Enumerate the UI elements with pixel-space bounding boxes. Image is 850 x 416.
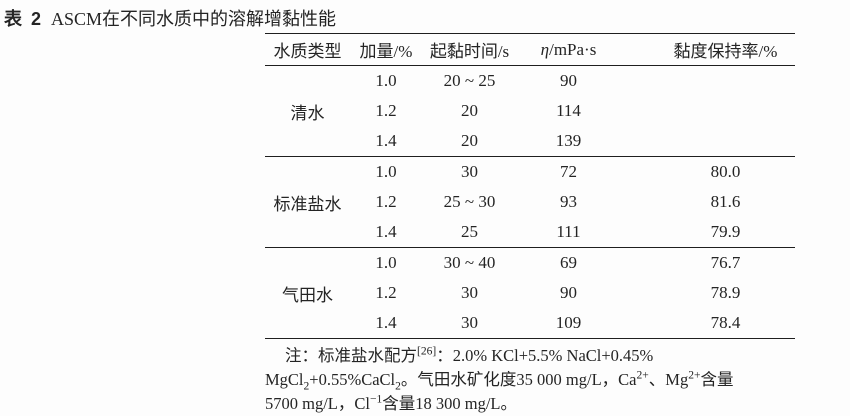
onset-time-s-cell: 20 (461, 131, 478, 150)
retention-pct-cell: 80.0 (710, 162, 741, 181)
table-footnote: 注：标准盐水配方[26]：2.0% KCl+5.5% NaCl+0.45% MgC… (265, 344, 795, 416)
table-group: 清水 1.0 20 ~ 25 90 1.2 20 114 1.4 20 139 (265, 66, 795, 157)
retention-pct-cell: 81.6 (710, 192, 741, 211)
onset-time-s-cell: 30 ~ 40 (443, 253, 496, 272)
onset-time-s-cell: 30 (461, 283, 478, 302)
table-header: 水质类型 加量/% 起黏时间/s η/mPa·s 黏度保持率/% (265, 34, 795, 66)
table-row: 气田水 1.0 30 ~ 40 69 76.7 (265, 248, 795, 305)
viscosity-mpas-cell: 72 (560, 162, 577, 181)
dosage-cell: 1.0 (375, 162, 397, 181)
table-row: 标准盐水 1.0 30 72 80.0 (265, 157, 795, 214)
onset-time-s-cell: 30 (461, 313, 478, 332)
table-row: 1.4 20 139 (265, 126, 795, 157)
footnote-line: 5700 mg/L，Cl−1含量18 300 mg/L。 (265, 393, 518, 413)
retention-pct-cell: 78.4 (710, 313, 741, 332)
retention-pct-cell: 79.9 (710, 222, 741, 241)
table-row: 1.4 25 111 79.9 (265, 217, 795, 248)
table-caption: 表 2 ASCM在不同水质中的溶解增黏性能 (4, 5, 336, 31)
viscosity-mpas-cell: 90 (560, 283, 577, 302)
footnote-line: MgCl2+0.55%CaCl2。气田水矿化度35 000 mg/L，Ca2+、… (265, 369, 734, 393)
table-row: 1.2 30 90 78.9 (265, 278, 795, 308)
table-caption-title: ASCM在不同水质中的溶解增黏性能 (51, 9, 337, 29)
onset-time-s-cell: 20 (461, 101, 478, 120)
onset-time-s-cell: 25 ~ 30 (443, 192, 496, 211)
viscosity-mpas-cell: 111 (556, 222, 581, 241)
column-header: 起黏时间/s (429, 42, 510, 61)
water-type-cell: 气田水 (282, 285, 333, 305)
viscosity-mpas-cell: 69 (560, 253, 577, 272)
dosage-cell: 1.0 (375, 71, 397, 90)
retention-pct-cell: 78.9 (710, 283, 741, 302)
results-table: 水质类型 加量/% 起黏时间/s η/mPa·s 黏度保持率/% 清水 1.0 20 ~ 2… (265, 33, 795, 339)
retention-pct-cell: 76.7 (710, 253, 741, 272)
column-header: 水质类型 (273, 42, 342, 61)
column-header: 加量/% (359, 42, 413, 61)
dosage-cell: 1.0 (375, 253, 397, 272)
table-group: 气田水 1.0 30 ~ 40 69 76.7 1.2 30 90 78.9 1.4 30 109 78… (265, 247, 795, 339)
table-row: 1.2 25 ~ 30 93 81.6 (265, 187, 795, 217)
viscosity-mpas-cell: 90 (560, 71, 577, 90)
table-row: 1.4 30 109 78.4 (265, 308, 795, 339)
viscosity-mpas-cell: 93 (560, 192, 577, 211)
dosage-cell: 1.2 (375, 101, 397, 120)
table-group: 标准盐水 1.0 30 72 80.0 1.2 25 ~ 30 93 81.6 1.4 25 111 7… (265, 156, 795, 248)
onset-time-s-cell: 20 ~ 25 (443, 71, 496, 90)
table-row: 1.2 20 114 (265, 96, 795, 126)
viscosity-mpas-cell: 109 (555, 313, 582, 332)
onset-time-s-cell: 25 (461, 222, 478, 241)
water-type-cell: 清水 (290, 103, 325, 123)
retention-pct-cell (620, 96, 795, 126)
dosage-cell: 1.2 (375, 192, 397, 211)
dosage-cell: 1.2 (375, 283, 397, 302)
viscosity-mpas-cell: 114 (556, 101, 581, 120)
retention-pct-cell (620, 126, 795, 157)
column-header: 黏度保持率/% (673, 42, 778, 61)
dosage-cell: 1.4 (375, 131, 397, 150)
water-type-cell: 标准盐水 (273, 194, 342, 214)
table-caption-number: 表 2 (4, 9, 44, 29)
table-row: 清水 1.0 20 ~ 25 90 (265, 66, 795, 123)
table-header-row: 水质类型 加量/% 起黏时间/s η/mPa·s 黏度保持率/% (265, 34, 795, 66)
dosage-cell: 1.4 (375, 313, 397, 332)
footnote-line: 注：标准盐水配方[26]：2.0% KCl+5.5% NaCl+0.45% (285, 345, 654, 365)
retention-pct-cell (620, 66, 795, 97)
onset-time-s-cell: 30 (461, 162, 478, 181)
dosage-cell: 1.4 (375, 222, 397, 241)
viscosity-mpas-cell: 139 (555, 131, 582, 150)
table-container: 水质类型 加量/% 起黏时间/s η/mPa·s 黏度保持率/% 清水 1.0 20 ~ 2… (265, 33, 795, 416)
column-header: η/mPa·s (540, 39, 597, 59)
